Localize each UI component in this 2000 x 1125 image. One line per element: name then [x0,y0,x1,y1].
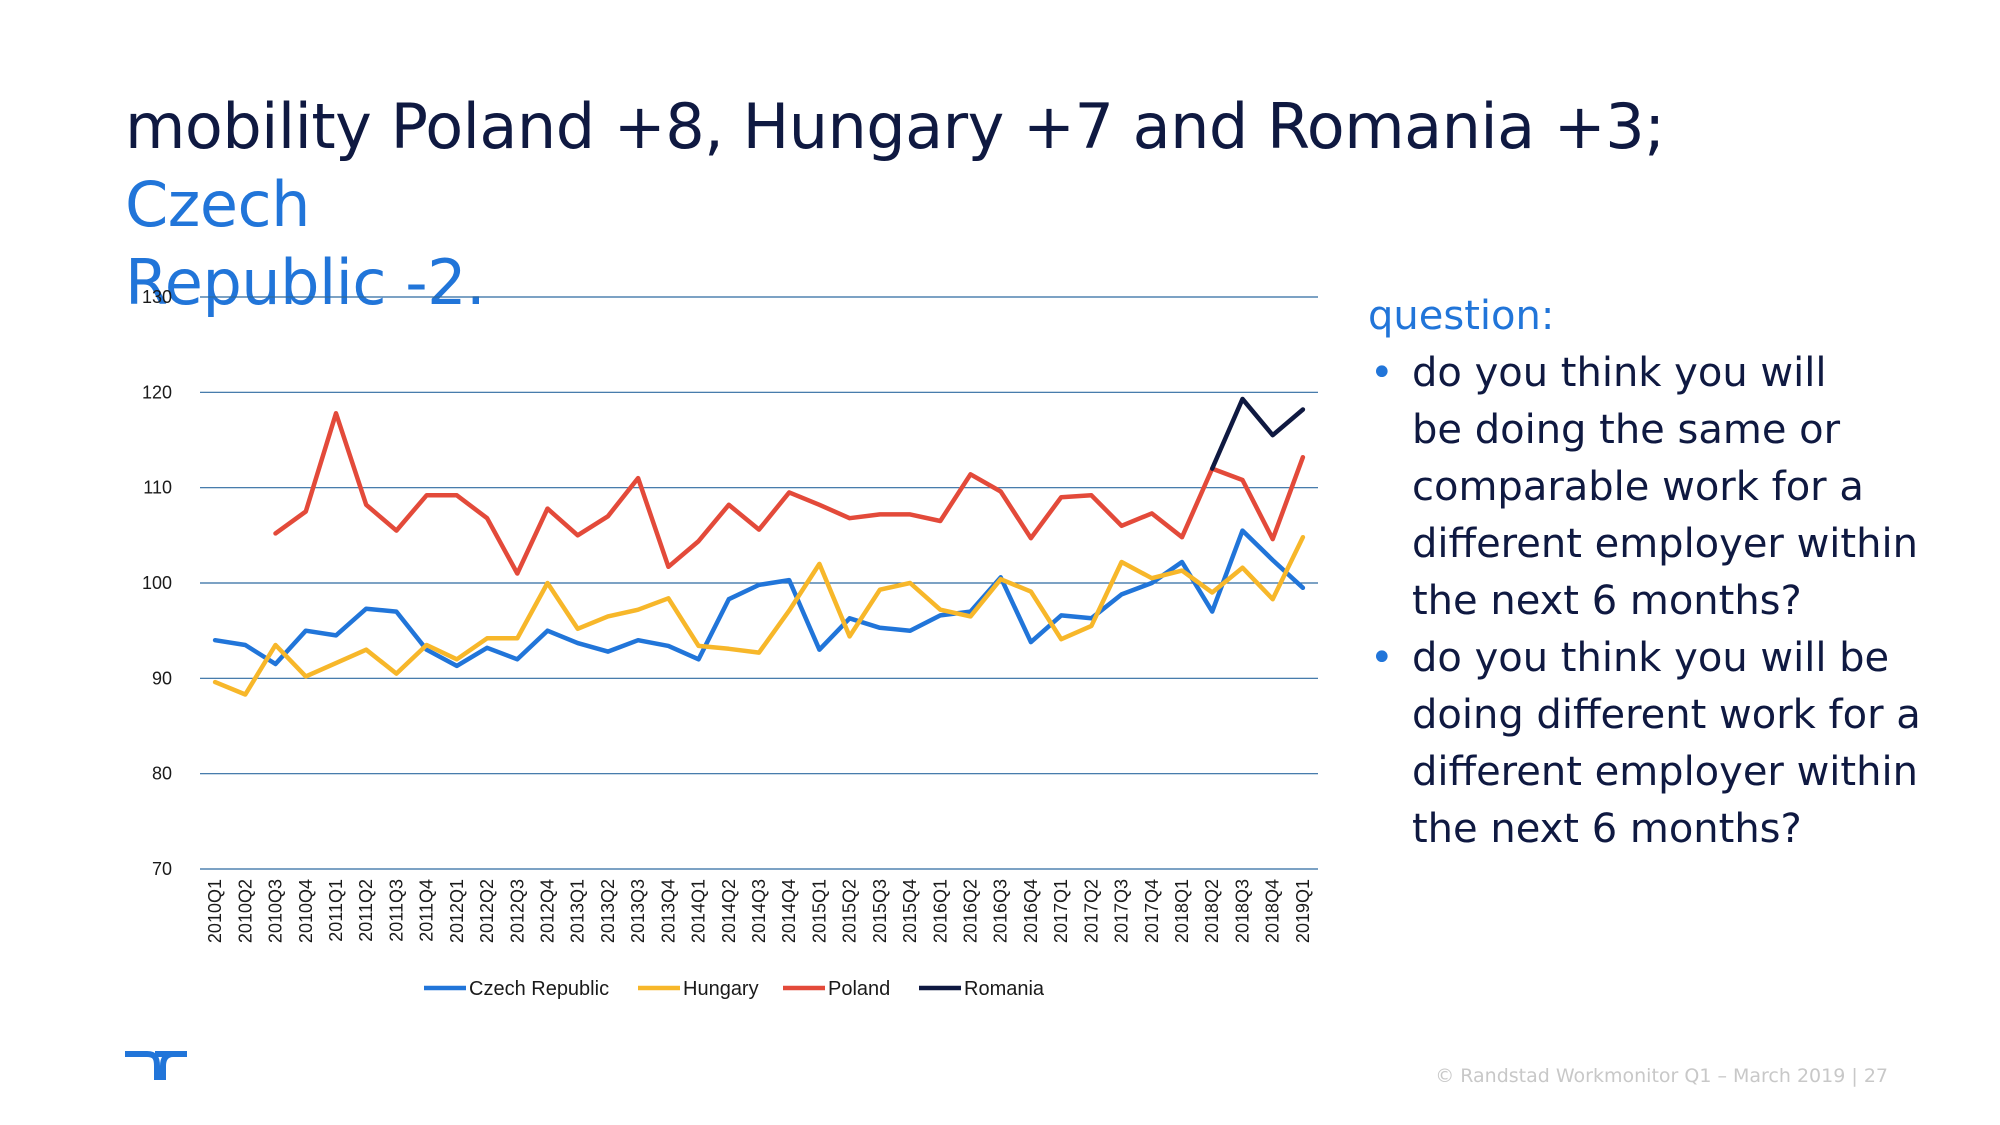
title-highlight-republic: Republic -2. [125,246,486,319]
x-tick-label: 2016Q2 [961,879,981,943]
question-panel: question: • do you think you will be doi… [1368,288,1968,858]
legend-label: Czech Republic [469,978,609,1000]
x-tick-label: 2018Q2 [1202,879,1222,943]
question-2-line: do you think you will be [1412,635,1890,681]
x-tick-label: 2011Q2 [356,879,376,942]
x-tick-label: 2014Q4 [779,879,799,943]
footer: © Randstad Workmonitor Q1 – March 2019 |… [1435,1065,1888,1087]
bullet-icon: • [1370,350,1394,396]
bullet-icon: • [1370,635,1394,681]
x-tick-label: 2015Q3 [870,879,890,943]
x-tick-label: 2016Q4 [1021,879,1041,943]
question-item-1: • do you think you will be doing the sam… [1368,345,1968,630]
x-tick-label: 2015Q2 [840,879,860,943]
x-tick-label: 2012Q4 [537,879,557,943]
x-tick-label: 2012Q3 [507,879,527,943]
legend-label: Hungary [683,978,759,1000]
question-1-line: comparable work for a [1412,464,1864,510]
x-tick-label: 2011Q4 [417,879,437,942]
page-title: mobility Poland +8, Hungary +7 and Roman… [125,88,1765,322]
x-tick-label: 2015Q4 [900,879,920,943]
x-tick-label: 2014Q2 [719,879,739,943]
series-line-hungary [212,534,1306,697]
footer-copyright: © Randstad Workmonitor Q1 – March 2019 [1435,1065,1846,1087]
x-tick-label: 2017Q4 [1142,879,1162,943]
footer-separator: | [1851,1065,1858,1087]
x-tick-label: 2017Q2 [1081,879,1101,943]
question-list: • do you think you will be doing the sam… [1368,345,1968,858]
series-line-czech-republic [212,528,1306,669]
x-tick-label: 2013Q3 [628,879,648,943]
question-item-2: • do you think you will be doing differe… [1368,630,1968,858]
randstad-logo-icon [125,1051,187,1080]
x-tick-label: 2010Q3 [266,879,286,943]
title-main: mobility Poland +8, Hungary +7 and Roman… [125,90,1665,163]
x-tick-label: 2015Q1 [809,879,829,943]
title-highlight-czech: Czech [125,168,310,241]
x-tick-label: 2014Q1 [689,879,709,943]
x-tick-label: 2010Q1 [205,879,225,943]
y-tick-label: 120 [142,382,172,402]
x-tick-label: 2018Q1 [1172,879,1192,943]
x-tick-label: 2018Q4 [1263,879,1283,943]
question-2-line: different employer within [1412,749,1918,795]
y-tick-label: 70 [152,859,172,879]
x-tick-label: 2017Q1 [1051,879,1071,943]
question-1-line: the next 6 months? [1412,578,1802,624]
x-tick-label: 2011Q3 [386,879,406,942]
x-tick-label: 2013Q1 [568,879,588,943]
x-tick-label: 2010Q4 [296,879,316,943]
question-1-line: do you think you will [1412,350,1827,396]
y-tick-label: 130 [142,287,172,307]
question-1-line: different employer within [1412,521,1918,567]
x-tick-label: 2010Q2 [235,879,255,943]
x-tick-label: 2016Q1 [930,879,950,943]
x-tick-label: 2012Q1 [447,879,467,943]
series-line-poland [273,411,1306,576]
x-tick-label: 2012Q2 [477,879,497,943]
question-1-line: be doing the same or [1412,407,1841,453]
y-tick-label: 110 [143,478,172,498]
question-2-line: the next 6 months? [1412,806,1802,852]
x-tick-label: 2014Q3 [749,879,769,943]
x-tick-label: 2018Q3 [1232,879,1252,943]
question-2-line: doing different work for a [1412,692,1921,738]
y-tick-label: 100 [142,573,172,593]
x-tick-label: 2011Q1 [326,879,346,942]
x-tick-label: 2016Q3 [991,879,1011,943]
legend-label: Romania [964,978,1045,1000]
y-tick-label: 80 [152,764,172,784]
x-tick-label: 2019Q1 [1293,879,1313,943]
y-tick-label: 90 [152,668,172,688]
question-heading: question: [1368,293,1555,339]
series-line-romania [1209,396,1306,471]
x-tick-label: 2017Q3 [1112,879,1132,943]
x-tick-label: 2013Q4 [658,879,678,943]
legend-label: Poland [828,978,890,1000]
x-tick-label: 2013Q2 [598,879,618,943]
footer-page-number: 27 [1863,1065,1888,1087]
